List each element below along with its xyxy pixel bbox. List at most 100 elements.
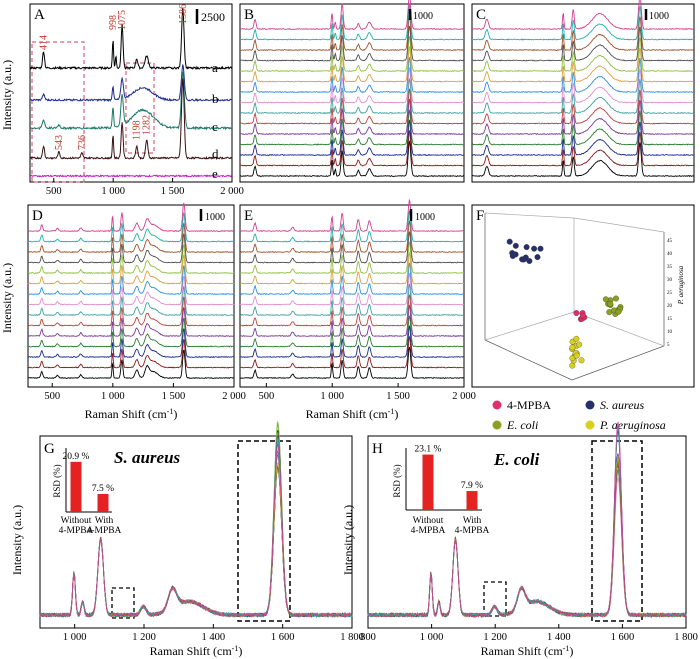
panel-f-point-4-mpba-6 — [573, 310, 580, 316]
g-inset-cat-1-line-2: 4-MPBA — [59, 526, 94, 536]
panel-f-point-s-aureus-2 — [523, 244, 530, 251]
panel-a-curve-name-c: c — [212, 119, 218, 134]
panel-e-tick-3: 2 000 — [452, 391, 476, 402]
panel-b-spectrum-15 — [239, 0, 465, 31]
g-inset-cat-2-line-1: With — [95, 516, 114, 526]
panel-g-spectra — [39, 420, 353, 619]
panel-d-spectrum-12 — [27, 233, 235, 264]
panel-c-scale-text: 1000 — [649, 11, 669, 22]
panel-a-peak-1282: 1282 — [142, 115, 153, 135]
panel-b-spectrum-2 — [239, 130, 465, 167]
panel-f-point-s-aureus-3 — [506, 238, 513, 245]
panel-d-spectrum-7 — [27, 286, 234, 317]
panel-d-xlabel: Raman Shift (cm-1) — [85, 407, 178, 421]
panel-a-peak-543: 543 — [54, 135, 65, 150]
panel-f-z-tick-6: 15 — [667, 317, 673, 322]
panel-d-ylabel: Intensity (a.u.) — [0, 263, 14, 333]
panel-d-spectrum-3 — [27, 328, 235, 359]
panel-f-frame — [471, 204, 695, 388]
panel-f-point-e-coli-13 — [615, 308, 622, 315]
panel-b-spectrum-11 — [239, 36, 464, 73]
panel-f-z-tick-7: 10 — [667, 330, 673, 335]
panel-f-point-p-aeruginosa-12 — [573, 352, 580, 359]
panel-c-spectrum-14 — [471, 5, 695, 41]
panel-h-frame — [367, 435, 687, 629]
panel-d-spectrum-14 — [27, 212, 235, 243]
panel-g-inset: 20.9 %7.5 % RSD (%) Without 4-MPBA With … — [52, 448, 122, 536]
f-box-back — [484, 212, 665, 233]
panel-g-xlabel: Raman Shift (cm-1) — [150, 644, 243, 658]
panel-f-z-tick-5: 20 — [667, 304, 673, 309]
legend-paeruginosa: P. aeruginosa — [599, 418, 666, 432]
panel-h-tick-4: 1 600 — [611, 632, 635, 643]
panel-g-spectrum-15 — [39, 444, 353, 618]
g-inset-bar-label-0: 20.9 % — [63, 452, 90, 462]
panel-b-spectrum-5 — [239, 98, 465, 136]
panel-e-spectrum-10 — [240, 252, 465, 285]
panel-e-spectra — [239, 198, 465, 380]
panel-g-spectrum-10 — [39, 461, 353, 618]
panel-f-point-s-aureus-13 — [526, 258, 533, 264]
panel-d-spectrum-1 — [28, 349, 234, 380]
panel-a-peak-1075: 1075 — [117, 10, 128, 30]
panel-c-spectrum-5 — [471, 100, 695, 136]
h-inset-cat-2-line-1: With — [463, 516, 482, 526]
panel-g-tick-3: 1 600 — [271, 632, 295, 643]
panel-e-spectrum-15 — [239, 198, 465, 233]
panel-a-series-b — [30, 64, 233, 103]
panel-e-spectrum-8 — [239, 272, 465, 306]
panel-b-spectrum-14 — [239, 4, 465, 41]
panel-f: F 45 40 35 30 25 20 15 10 5 P. aeruginosa — [471, 204, 695, 388]
h-inset-bars: 23.1 % 7.9 % — [415, 445, 483, 510]
panel-e: E 1000 500 1 000 1 500 2 000 Raman Shift (c… — [239, 198, 476, 421]
panel-g-tick-0: 1 000 — [63, 632, 87, 643]
panel-g-tick-1: 1 200 — [132, 632, 156, 643]
panel-a-box-1 — [31, 41, 85, 183]
f-box-floor-1 — [484, 311, 575, 341]
panel-d-spectrum-10 — [27, 254, 235, 285]
panel-g-tick-4: 1 800 — [340, 632, 364, 643]
panel-g-box-2 — [111, 587, 135, 619]
panel-a-curve-name-b: b — [212, 91, 219, 106]
panel-e-x-ticks: 500 1 000 1 500 2 000 — [258, 383, 476, 402]
panel-f-point-s-aureus-8 — [531, 245, 538, 252]
panel-e-xlabel: Raman Shift (cm-1) — [306, 407, 399, 421]
panel-a-box-2 — [125, 62, 155, 154]
panel-f-z-tick-4: 25 — [667, 291, 673, 296]
panel-f-point-s-aureus-12 — [520, 256, 527, 263]
panel-e-spectrum-6 — [239, 294, 465, 327]
panel-a-label: A — [34, 7, 45, 23]
panel-e-spectrum-13 — [239, 220, 465, 254]
panel-h-spectrum-7 — [367, 469, 687, 618]
g-inset-bar-0 — [70, 461, 82, 512]
legend-4mpba-marker — [492, 400, 502, 410]
panel-g-box-1 — [237, 440, 291, 622]
panel-g-x-ticks: 1 000 1 200 1 400 1 600 1 800 — [63, 624, 364, 643]
panel-h-label: H — [372, 441, 383, 457]
panel-d: D 1000 500 1 000 1 500 2 000 Intensity (a.u… — [0, 202, 246, 421]
panel-f-points — [506, 238, 624, 369]
panel-f-point-s-aureus-11 — [534, 254, 541, 261]
panel-b-frame — [239, 3, 465, 183]
panel-d-scale-text: 1000 — [205, 212, 225, 223]
panel-e-spectrum-3 — [239, 325, 465, 358]
panel-d-spectrum-15 — [27, 202, 235, 233]
panel-f-z-tick-1: 40 — [667, 252, 673, 257]
panel-h-ylabel: Intensity (a.u.) — [341, 505, 355, 575]
panel-f-point-e-coli-5 — [613, 295, 619, 302]
panel-a-frame — [29, 3, 233, 183]
panel-f-point-s-aureus-10 — [512, 251, 519, 258]
panel-a-peak-414: 414 — [39, 35, 50, 50]
panel-b: B 1000 — [239, 0, 465, 183]
panel-f-point-p-aeruginosa-10 — [576, 341, 583, 348]
panel-c-spectrum-7 — [471, 79, 695, 115]
panel-a-curve-name-e: e — [212, 166, 218, 181]
panel-h-tick-5: 1 800 — [674, 632, 698, 643]
panel-c-spectrum-12 — [471, 26, 695, 62]
h-inset-cat-1-line-1: Without — [413, 516, 444, 526]
panel-f-point-p-aeruginosa-2 — [578, 357, 585, 364]
panel-g-spectrum-3 — [39, 467, 353, 618]
panel-a-curve-name-a: a — [212, 60, 218, 75]
